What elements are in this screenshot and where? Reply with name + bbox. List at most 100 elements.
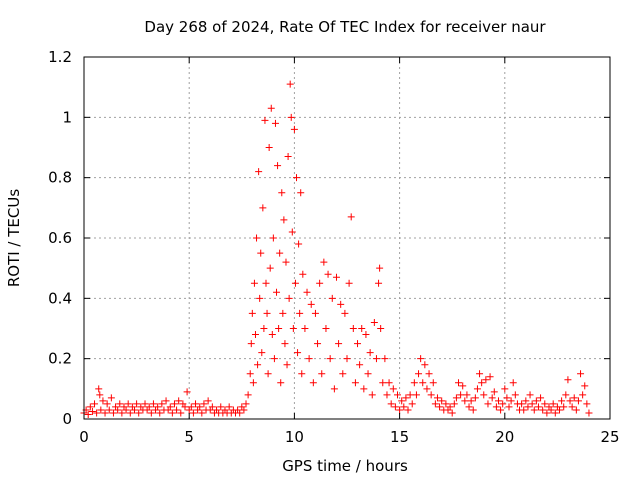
data-point-plus — [257, 249, 265, 257]
data-point-plus — [262, 279, 270, 287]
data-point-plus — [86, 403, 94, 411]
data-point-plus — [264, 370, 272, 378]
data-point-plus — [274, 162, 282, 170]
data-point-plus — [349, 325, 357, 332]
data-point-plus — [91, 400, 99, 408]
data-point-plus — [448, 409, 456, 417]
data-point-plus — [290, 125, 298, 133]
data-point-plus — [551, 409, 559, 417]
chart-title: Day 268 of 2024, Rate Of TEC Index for r… — [144, 18, 546, 36]
data-point-plus — [187, 403, 195, 411]
data-point-plus — [154, 403, 162, 411]
data-point-plus — [339, 370, 347, 378]
data-point-plus — [541, 400, 549, 408]
data-point-plus — [473, 385, 481, 393]
data-point-plus — [583, 400, 591, 408]
data-point-plus — [452, 394, 460, 402]
data-point-plus — [556, 406, 564, 414]
data-point-plus — [427, 391, 435, 399]
data-point-plus — [497, 406, 505, 414]
data-point-plus — [196, 403, 204, 411]
data-point-plus — [103, 400, 111, 408]
data-point-plus — [309, 379, 317, 387]
data-point-plus — [522, 397, 530, 405]
data-point-plus — [501, 385, 509, 393]
data-point-plus — [438, 397, 446, 405]
data-point-plus — [84, 410, 92, 418]
y-tick-label: 0.8 — [48, 169, 72, 187]
y-tick-label: 0.2 — [48, 350, 72, 368]
data-point-plus — [124, 400, 132, 408]
data-point-plus — [469, 406, 477, 414]
data-point-plus — [318, 370, 326, 378]
data-point-plus — [581, 382, 589, 390]
data-point-plus — [97, 406, 105, 414]
data-point-plus — [299, 270, 307, 278]
data-point-plus — [307, 300, 315, 308]
data-point-plus — [345, 279, 353, 287]
data-point-plus — [518, 400, 526, 408]
data-point-plus — [246, 370, 254, 378]
data-point-plus — [254, 361, 262, 369]
data-point-plus — [130, 406, 138, 414]
data-point-plus — [177, 409, 185, 417]
data-point-plus — [320, 258, 328, 266]
data-point-plus — [547, 406, 555, 414]
data-point-plus — [404, 406, 412, 414]
data-point-plus — [423, 385, 431, 393]
data-point-plus — [263, 309, 271, 317]
data-point-plus — [236, 409, 244, 417]
data-point-plus — [354, 340, 362, 348]
data-point-plus — [568, 403, 576, 411]
data-point-plus — [410, 379, 418, 387]
data-point-plus — [192, 400, 200, 408]
data-point-plus — [114, 406, 122, 414]
data-point-plus — [406, 391, 414, 399]
data-point-plus — [467, 397, 475, 405]
data-point-plus — [283, 361, 291, 369]
data-point-plus — [166, 403, 174, 411]
data-point-plus — [99, 397, 107, 405]
data-point-plus — [277, 379, 285, 387]
x-tick-label: 5 — [184, 428, 194, 446]
data-point-plus — [298, 370, 306, 378]
data-point-plus — [253, 234, 261, 242]
data-point-plus — [558, 397, 566, 405]
data-point-plus — [258, 349, 266, 357]
y-tick-label: 0 — [62, 410, 72, 428]
data-point-plus — [480, 391, 488, 399]
data-point-plus — [530, 406, 538, 414]
data-point-plus — [484, 400, 492, 408]
data-point-plus — [248, 309, 256, 317]
data-point-plus — [168, 409, 176, 417]
x-tick-label: 15 — [390, 428, 409, 446]
data-point-plus — [526, 391, 534, 399]
data-point-plus — [429, 379, 437, 387]
data-point-plus — [377, 325, 385, 332]
data-point-plus — [400, 403, 408, 411]
data-point-plus — [524, 403, 532, 411]
data-point-plus — [457, 391, 465, 399]
data-points — [80, 80, 593, 418]
data-point-plus — [459, 382, 467, 390]
data-point-plus — [511, 391, 519, 399]
data-point-plus — [337, 300, 345, 308]
data-point-plus — [285, 294, 293, 302]
data-point-plus — [96, 391, 104, 399]
data-point-plus — [204, 397, 212, 405]
data-point-plus — [289, 325, 297, 332]
data-point-plus — [421, 361, 429, 369]
data-point-plus — [145, 403, 153, 411]
data-point-plus — [189, 409, 197, 417]
data-point-plus — [364, 370, 372, 378]
data-point-plus — [335, 340, 343, 348]
data-point-plus — [95, 385, 103, 393]
data-point-plus — [412, 391, 420, 399]
data-point-plus — [247, 340, 255, 348]
data-point-plus — [101, 409, 109, 417]
data-point-plus — [398, 397, 406, 405]
data-point-plus — [383, 391, 391, 399]
y-tick-label: 1.2 — [48, 48, 72, 66]
x-tick-label: 0 — [79, 428, 89, 446]
data-point-plus — [379, 379, 387, 387]
